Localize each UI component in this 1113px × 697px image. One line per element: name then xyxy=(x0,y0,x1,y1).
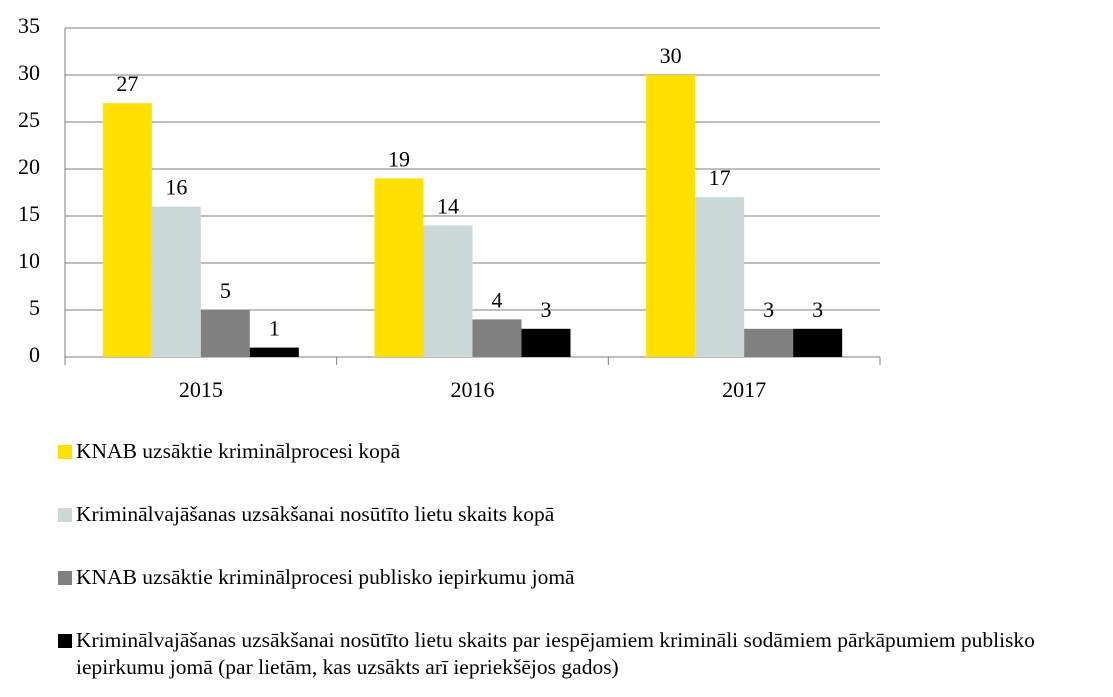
legend-item: Kriminālvajāšanas uzsākšanai nosūtīto li… xyxy=(58,501,1108,564)
data-label: 30 xyxy=(660,43,682,68)
bar xyxy=(151,206,201,357)
bar xyxy=(521,328,571,357)
data-label: 27 xyxy=(116,71,138,96)
data-label: 14 xyxy=(437,193,459,218)
bar xyxy=(472,319,522,357)
x-tick-label: 2015 xyxy=(179,377,223,402)
y-tick-label: 15 xyxy=(18,201,40,226)
legend-swatch xyxy=(58,445,72,459)
data-label: 4 xyxy=(492,287,503,312)
y-tick-label: 30 xyxy=(18,60,40,85)
y-tick-label: 35 xyxy=(18,13,40,38)
bar xyxy=(102,103,152,357)
data-label: 5 xyxy=(220,278,231,303)
legend-label: KNAB uzsāktie kriminālprocesi kopā xyxy=(76,439,401,463)
legend-item: Kriminālvajāšanas uzsākšanai nosūtīto li… xyxy=(58,627,1108,690)
data-label: 1 xyxy=(269,316,280,341)
data-label: 3 xyxy=(812,297,823,322)
legend: KNAB uzsāktie kriminālprocesi kopā Krimin… xyxy=(58,438,1108,690)
data-label: 17 xyxy=(709,165,731,190)
bar xyxy=(744,328,794,357)
legend-label: Kriminālvajāšanas uzsākšanai nosūtīto li… xyxy=(76,502,555,526)
data-label: 19 xyxy=(388,146,410,171)
bar xyxy=(249,347,299,357)
y-tick-label: 25 xyxy=(18,107,40,132)
bar xyxy=(793,328,843,357)
legend-label: Kriminālvajāšanas uzsākšanai nosūtīto li… xyxy=(76,628,1035,679)
legend-swatch xyxy=(58,634,72,648)
x-tick-label: 2016 xyxy=(451,377,495,402)
x-tick-label: 2017 xyxy=(722,377,766,402)
data-label: 3 xyxy=(763,297,774,322)
legend-swatch xyxy=(58,571,72,585)
data-label: 16 xyxy=(165,175,187,200)
legend-item: KNAB uzsāktie kriminālprocesi kopā xyxy=(58,438,1108,501)
y-tick-label: 20 xyxy=(18,154,40,179)
bar xyxy=(200,310,250,357)
data-label: 3 xyxy=(541,297,552,322)
bar xyxy=(695,197,745,357)
bar xyxy=(423,225,473,357)
y-tick-label: 0 xyxy=(29,342,40,367)
bar xyxy=(646,75,696,357)
legend-swatch xyxy=(58,508,72,522)
bar xyxy=(374,178,424,357)
chart: 0 5 10 15 20 25 30 35 2015 27 16 5 1 2016 19 14 4 3 2017 30… xyxy=(18,13,881,402)
y-tick-label: 5 xyxy=(29,295,40,320)
legend-item: KNAB uzsāktie kriminālprocesi publisko i… xyxy=(58,564,1108,627)
legend-label: KNAB uzsāktie kriminālprocesi publisko i… xyxy=(76,565,575,589)
y-tick-label: 10 xyxy=(18,248,40,273)
